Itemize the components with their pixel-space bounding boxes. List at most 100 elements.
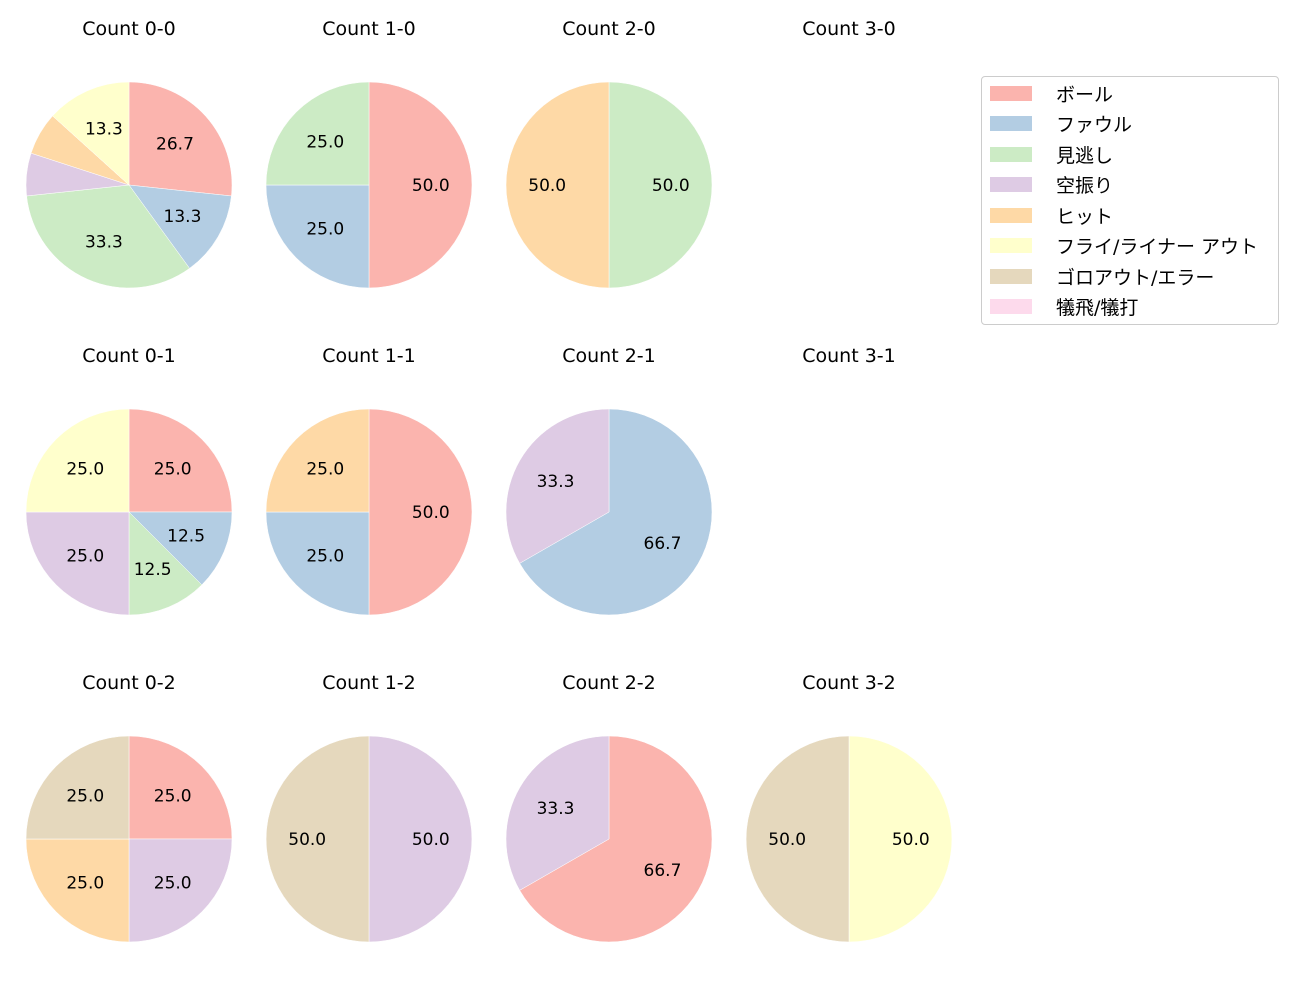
legend-item: ゴロアウト/エラー xyxy=(990,262,1214,290)
legend: ボールファウル見逃し空振りヒットフライ/ライナー アウト ゴロアウト/エラー犠飛/… xyxy=(981,76,1279,325)
legend-label: ヒット xyxy=(1056,205,1114,228)
legend-item: 見逃し xyxy=(990,140,1113,168)
legend-label: 空振り xyxy=(1056,175,1114,197)
legend-swatch xyxy=(990,207,1032,223)
pie-title: Count 2-1 xyxy=(562,345,656,367)
pie-slice xyxy=(128,408,233,513)
slice-percentage-label: 50.0 xyxy=(528,176,566,196)
slice-percentage-label: 25.0 xyxy=(306,547,344,567)
slice-percentage-label: 50.0 xyxy=(768,830,806,850)
pie-slice xyxy=(25,408,130,513)
legend-label: フライ/ライナー アウト xyxy=(1056,236,1259,258)
slice-percentage-label: 13.3 xyxy=(164,207,202,227)
pie-slice xyxy=(265,735,370,943)
legend-item: 犠飛/犠打 xyxy=(990,293,1138,321)
pie-count-3-0: Count 3-0 xyxy=(802,18,896,40)
slice-percentage-label: 50.0 xyxy=(892,830,930,850)
pie-title: Count 0-2 xyxy=(82,672,176,694)
slice-percentage-label: 66.7 xyxy=(644,534,682,554)
slice-percentage-label: 25.0 xyxy=(306,132,344,152)
pie-count-2-0: Count 2-0 50.0 50.0 xyxy=(505,18,713,289)
slice-percentage-label: 26.7 xyxy=(156,135,194,155)
legend-item: ファウル xyxy=(990,110,1132,138)
slice-percentage-label: 50.0 xyxy=(412,176,450,196)
slice-percentage-label: 66.7 xyxy=(644,861,682,881)
slice-percentage-label: 25.0 xyxy=(154,459,192,479)
pie-count-3-2: Count 3-2 50.0 50.0 xyxy=(745,672,953,943)
pie-slice xyxy=(519,408,713,616)
pie-slice xyxy=(368,81,473,289)
pie-slice xyxy=(25,838,130,943)
slice-percentage-label: 25.0 xyxy=(66,874,104,894)
pie-slice xyxy=(52,81,130,186)
slice-percentage-label: 12.5 xyxy=(134,560,172,580)
pie-slice xyxy=(265,81,370,186)
pie-slice xyxy=(505,81,610,289)
pie-count-2-2: Count 2-2 66.7 33.3 xyxy=(505,672,713,943)
pie-slice xyxy=(26,184,190,289)
legend-item: 空振り xyxy=(990,171,1113,199)
slice-percentage-label: 12.5 xyxy=(167,527,205,547)
pie-title: Count 3-1 xyxy=(802,345,896,367)
slice-percentage-label: 33.3 xyxy=(537,799,575,819)
pie-slice xyxy=(25,511,130,616)
pie-slice xyxy=(519,735,713,943)
pie-slice xyxy=(128,838,233,943)
pie-count-3-1: Count 3-1 xyxy=(802,345,896,367)
slice-percentage-label: 50.0 xyxy=(412,503,450,523)
pie-title: Count 3-2 xyxy=(802,672,896,694)
pie-slice xyxy=(505,408,610,564)
legend-label: 見逃し xyxy=(1056,144,1114,167)
slice-percentage-label: 25.0 xyxy=(154,786,192,806)
pie-slice xyxy=(128,511,203,616)
pie-count-1-0: Count 1-0 50.0 25.0 25.0 xyxy=(265,18,473,289)
pie-slice xyxy=(128,511,233,586)
pie-count-0-1: Count 0-1 25.0 12.5 12.5 25.0 25.0 xyxy=(25,345,233,616)
pie-slice xyxy=(368,408,473,616)
legend-swatch xyxy=(990,268,1032,284)
legend-item: ボール xyxy=(990,79,1113,107)
legend-swatch xyxy=(990,116,1032,131)
pie-title: Count 1-0 xyxy=(322,18,416,40)
pie-title: Count 0-1 xyxy=(82,345,176,367)
slice-percentage-label: 25.0 xyxy=(66,786,104,806)
slice-percentage-label: 25.0 xyxy=(66,547,104,567)
pie-slice xyxy=(128,184,232,269)
pie-title: Count 1-1 xyxy=(322,345,416,367)
slice-percentage-label: 50.0 xyxy=(288,830,326,850)
slice-percentage-label: 50.0 xyxy=(652,176,690,196)
slice-percentage-label: 25.0 xyxy=(154,874,192,894)
pie-count-1-1: Count 1-1 50.0 25.0 25.0 xyxy=(265,345,473,616)
pie-count-1-2: Count 1-2 50.0 50.0 xyxy=(265,672,473,943)
slice-percentage-label: 13.3 xyxy=(85,120,123,140)
slice-percentage-label: 33.3 xyxy=(537,472,575,492)
pie-slice xyxy=(128,81,233,197)
pie-count-0-2: Count 0-2 25.0 25.0 25.0 25.0 xyxy=(25,672,233,943)
pie-title: Count 0-0 xyxy=(82,18,176,40)
legend-swatch xyxy=(990,85,1032,101)
pie-slice xyxy=(505,735,610,891)
pie-title: Count 1-2 xyxy=(322,672,416,694)
pie-slice xyxy=(608,81,713,289)
pie-slice xyxy=(745,735,850,943)
pie-slice xyxy=(265,184,370,289)
legend-label: ファウル xyxy=(1056,114,1133,136)
legend-swatch xyxy=(990,177,1032,192)
legend-label: ゴロアウト/エラー xyxy=(1056,266,1215,289)
legend-swatch xyxy=(990,238,1032,253)
pie-slice xyxy=(25,735,130,840)
legend-item: フライ/ライナー アウト xyxy=(990,232,1258,260)
slice-percentage-label: 50.0 xyxy=(412,830,450,850)
legend-swatch xyxy=(990,146,1032,162)
pie-slice xyxy=(368,735,473,943)
pie-slice xyxy=(265,408,370,513)
legend-label: ボール xyxy=(1056,83,1114,106)
slice-percentage-label: 25.0 xyxy=(306,459,344,479)
pie-title: Count 2-0 xyxy=(562,18,656,40)
slice-percentage-label: 25.0 xyxy=(306,220,344,240)
pie-slice xyxy=(265,511,370,616)
legend-item: ヒット xyxy=(990,201,1113,229)
pie-count-0-0: Count 0-0 26.7 13.3 33.3 13.3 xyxy=(25,18,233,289)
pie-count-2-1: Count 2-1 66.7 33.3 xyxy=(505,345,713,616)
